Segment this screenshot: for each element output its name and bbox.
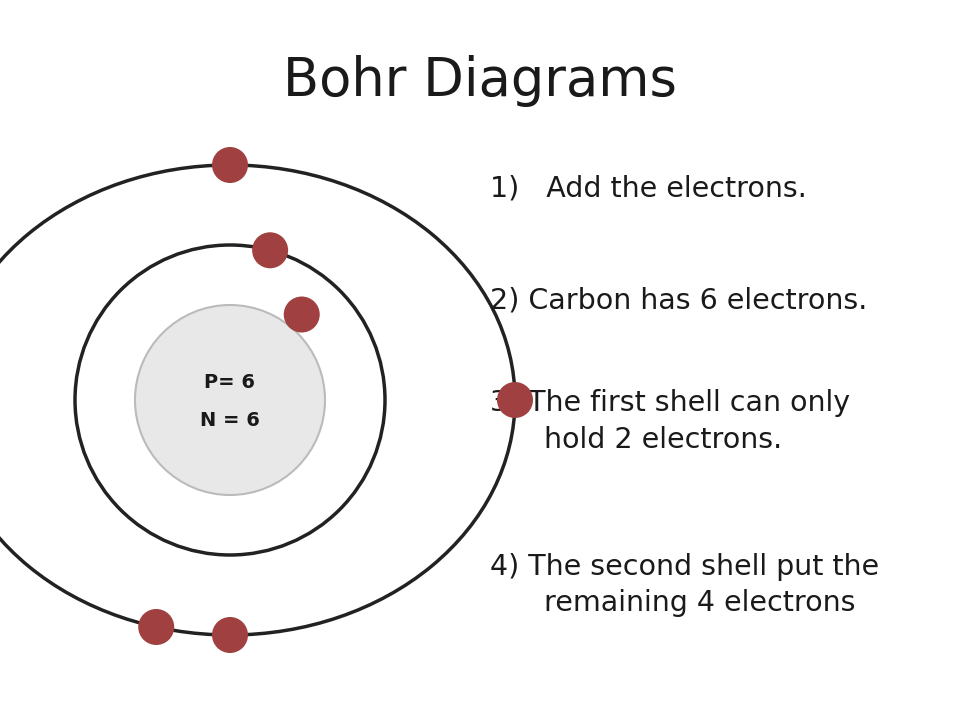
Text: Bohr Diagrams: Bohr Diagrams [283, 55, 677, 107]
Circle shape [252, 233, 288, 269]
Circle shape [135, 305, 325, 495]
Text: P= 6: P= 6 [204, 372, 255, 392]
Circle shape [497, 382, 533, 418]
Circle shape [212, 147, 248, 183]
Text: 2) Carbon has 6 electrons.: 2) Carbon has 6 electrons. [490, 287, 868, 315]
Circle shape [212, 617, 248, 653]
Text: 4) The second shell put the
      remaining 4 electrons: 4) The second shell put the remaining 4 … [490, 552, 879, 617]
Text: 3) The first shell can only
      hold 2 electrons.: 3) The first shell can only hold 2 elect… [490, 389, 851, 454]
Circle shape [284, 297, 320, 333]
Text: 1)   Add the electrons.: 1) Add the electrons. [490, 175, 806, 203]
Text: N = 6: N = 6 [200, 410, 260, 430]
Circle shape [138, 609, 174, 645]
